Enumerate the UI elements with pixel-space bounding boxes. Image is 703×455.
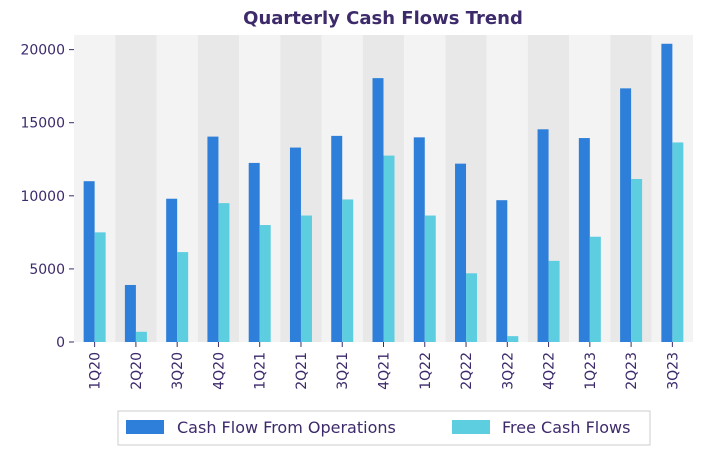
x-tick-label: 4Q21 (377, 352, 393, 390)
bar-operations-4Q22 (537, 129, 549, 342)
x-tick-label: 3Q20 (170, 352, 186, 390)
bar-operations-2Q22 (455, 163, 467, 342)
y-tick-label: 20000 (20, 43, 65, 59)
bar-operations-3Q20 (166, 198, 178, 342)
x-tick-label: 3Q23 (665, 352, 681, 390)
bar-free-cash-2Q20 (135, 331, 147, 342)
bar-operations-1Q20 (83, 181, 95, 342)
legend-label-free-cash: Free Cash Flows (502, 418, 630, 437)
bar-free-cash-4Q22 (548, 260, 560, 342)
x-tick-label: 1Q22 (418, 352, 434, 390)
legend: Cash Flow From Operations Free Cash Flows (117, 410, 651, 446)
bar-free-cash-2Q22 (466, 273, 478, 342)
bar-operations-1Q23 (578, 138, 590, 342)
y-axis: 0 5000 10000 15000 20000 (20, 43, 74, 351)
bar-free-cash-4Q21 (383, 155, 395, 342)
bar-free-cash-2Q21 (300, 215, 312, 342)
x-tick-label: 2Q22 (459, 352, 475, 390)
bar-free-cash-3Q23 (672, 142, 684, 342)
bar-free-cash-1Q23 (589, 236, 601, 342)
bar-operations-1Q22 (413, 137, 425, 342)
band-2Q20 (115, 35, 157, 342)
bar-operations-4Q21 (372, 78, 384, 342)
legend-box (117, 410, 651, 446)
bar-operations-3Q22 (496, 200, 508, 342)
x-tick-label: 2Q23 (624, 352, 640, 390)
legend-swatch-operations (126, 420, 164, 434)
y-tick-label: 15000 (20, 116, 65, 132)
bar-operations-2Q23 (620, 88, 632, 342)
bar-free-cash-1Q22 (424, 215, 436, 342)
x-tick-label: 1Q21 (253, 352, 269, 390)
bar-operations-2Q21 (289, 147, 301, 342)
x-tick-label: 3Q22 (500, 352, 516, 390)
bar-operations-4Q20 (207, 136, 219, 342)
bar-free-cash-3Q21 (342, 199, 354, 342)
y-tick-label: 0 (56, 335, 65, 351)
bar-operations-1Q21 (248, 162, 260, 342)
legend-swatch-free-cash (452, 420, 490, 434)
bar-operations-3Q21 (331, 135, 343, 342)
x-tick-label: 2Q20 (129, 352, 145, 390)
chart-title: Quarterly Cash Flows Trend (243, 8, 523, 29)
bar-free-cash-1Q20 (94, 232, 106, 342)
x-tick-label: 1Q20 (88, 352, 104, 390)
bar-free-cash-1Q21 (259, 225, 271, 342)
x-tick-label: 2Q21 (294, 352, 310, 390)
x-tick-label: 4Q20 (211, 352, 227, 390)
x-tick-label: 3Q21 (335, 352, 351, 390)
y-tick-label: 5000 (29, 262, 65, 278)
bar-operations-3Q23 (661, 43, 673, 343)
bar-free-cash-3Q20 (177, 252, 189, 342)
y-tick-label: 10000 (20, 189, 65, 205)
bar-free-cash-4Q20 (218, 203, 230, 342)
legend-label-operations: Cash Flow From Operations (177, 418, 396, 437)
bars (83, 43, 684, 343)
x-axis: 1Q20 2Q20 3Q20 4Q20 1Q21 2Q21 3Q21 4Q21 1Q22 2Q22… (88, 342, 681, 390)
bar-free-cash-3Q22 (507, 336, 519, 342)
x-tick-label: 4Q22 (542, 352, 558, 390)
bar-operations-2Q20 (124, 284, 136, 342)
bar-free-cash-2Q23 (631, 178, 643, 342)
x-tick-label: 1Q23 (583, 352, 599, 390)
